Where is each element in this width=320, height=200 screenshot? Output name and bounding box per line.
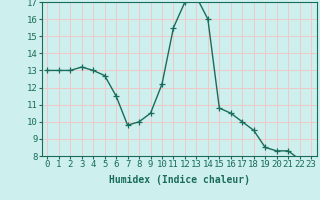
- X-axis label: Humidex (Indice chaleur): Humidex (Indice chaleur): [109, 175, 250, 185]
